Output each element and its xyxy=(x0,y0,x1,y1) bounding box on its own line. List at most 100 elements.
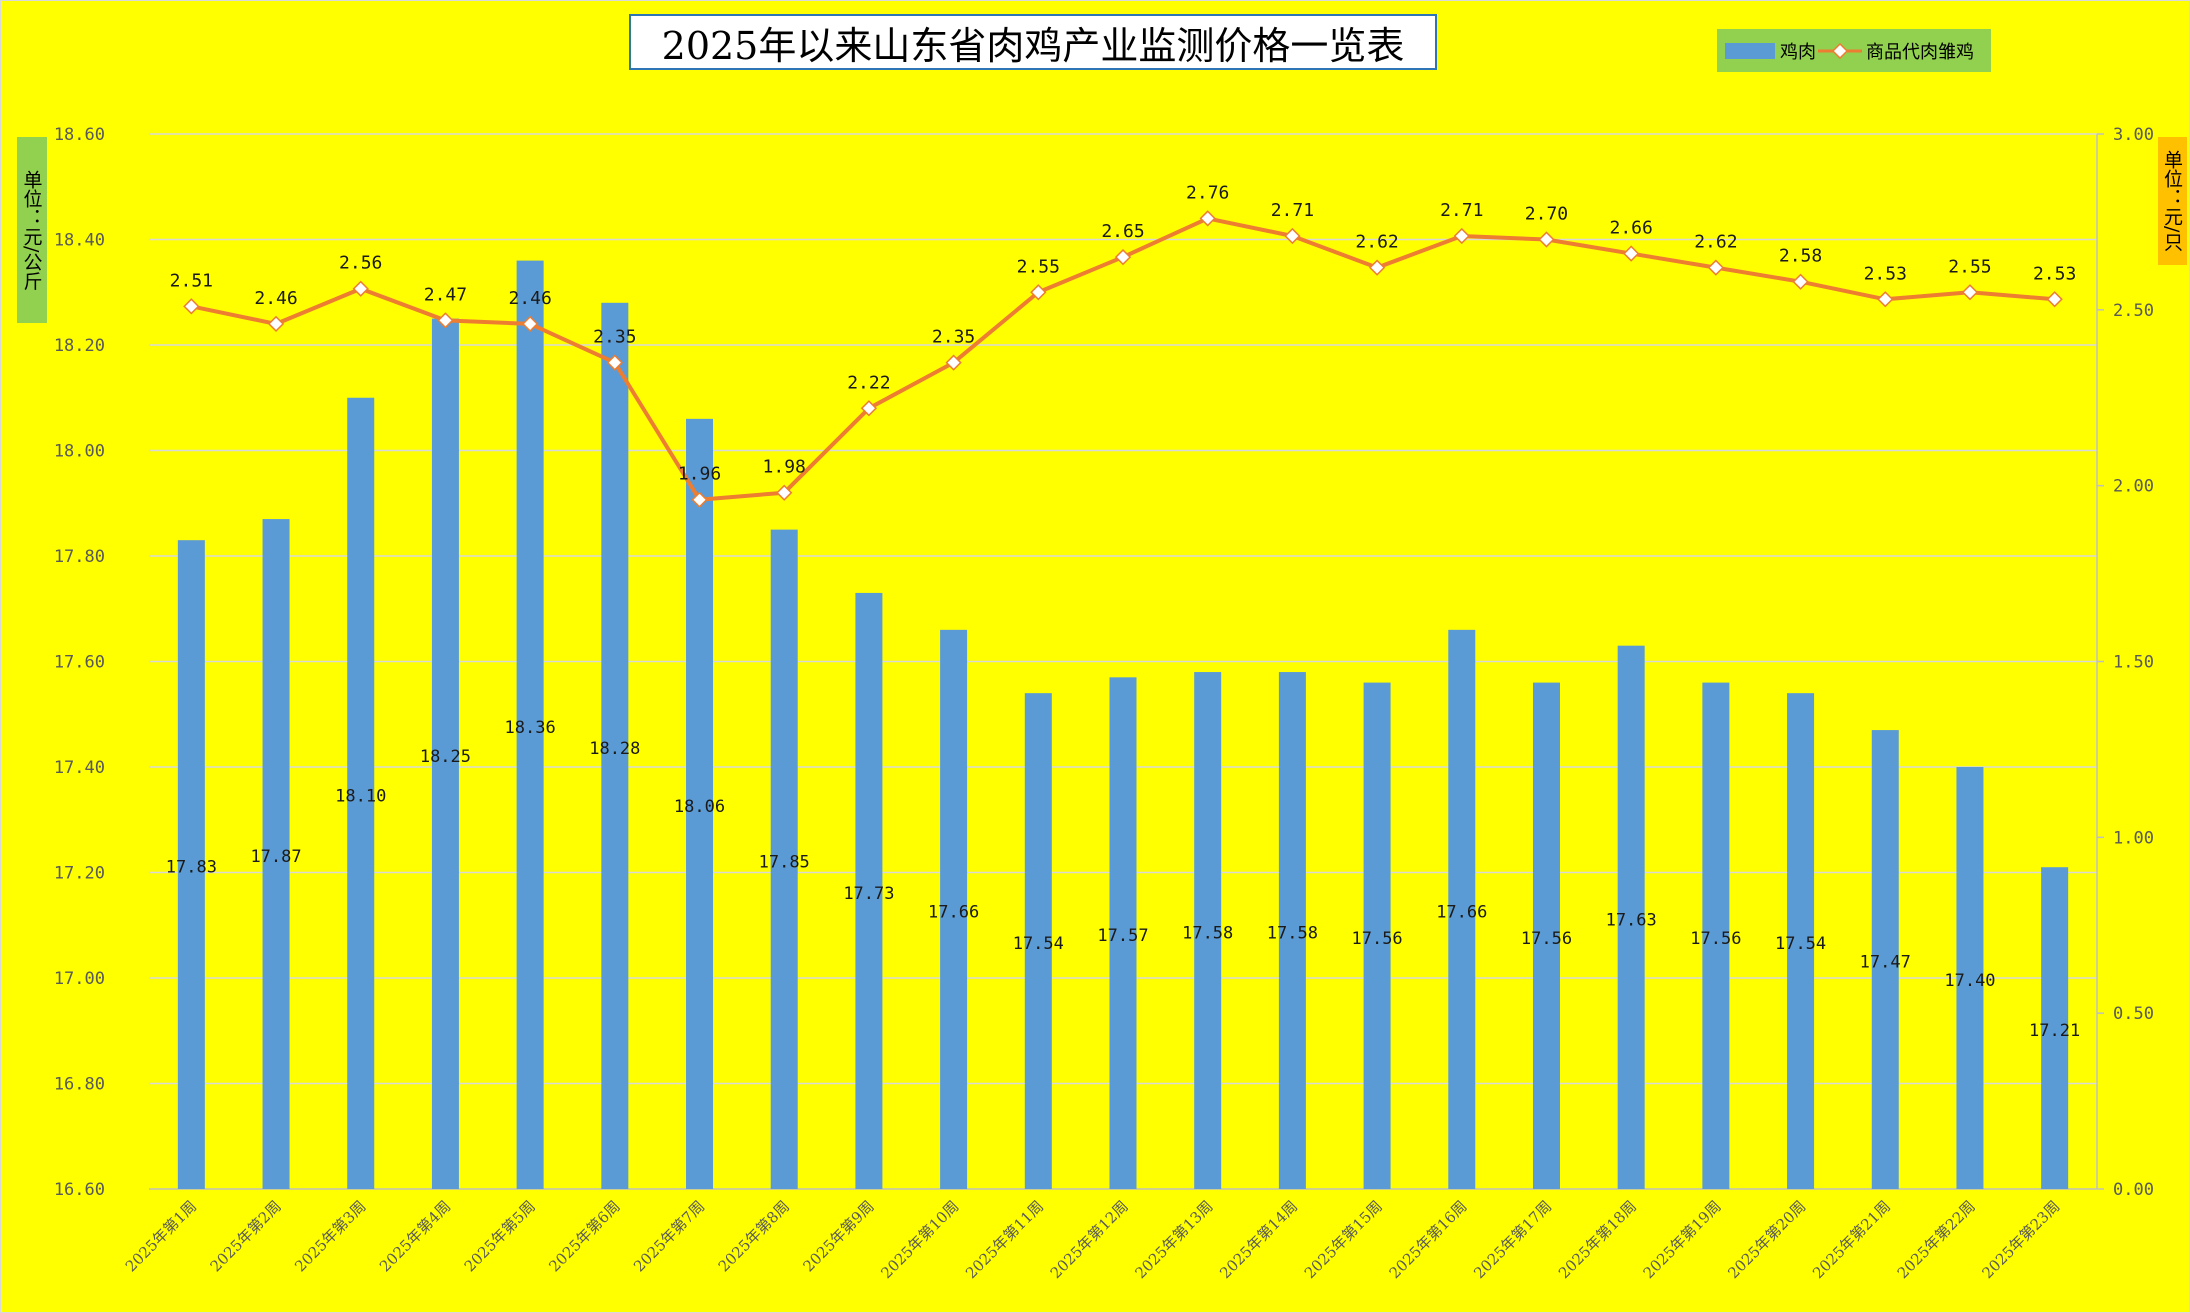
chart-title: 2025年以来山东省肉鸡产业监测价格一览表 xyxy=(629,14,1437,70)
line-marker xyxy=(1961,284,1979,301)
bar-data-label: 18.28 xyxy=(589,739,640,759)
line-data-label: 2.35 xyxy=(932,327,975,348)
line-data-label: 2.65 xyxy=(1101,221,1144,242)
left-axis-unit-box: 单位：元/公斤 xyxy=(17,137,47,323)
bar xyxy=(1787,693,1815,1189)
x-tick-label: 2025年第2周 xyxy=(207,1197,285,1275)
legend-line-label: 商品代肉雏鸡 xyxy=(1866,41,1974,63)
line-data-label: 2.47 xyxy=(424,284,467,305)
x-tick-label: 2025年第23周 xyxy=(1978,1197,2063,1282)
x-tick-label: 2025年第15周 xyxy=(1301,1197,1386,1282)
line-data-label: 2.55 xyxy=(1948,256,1991,277)
legend-line-swatch xyxy=(1818,42,1862,59)
x-tick-label: 2025年第4周 xyxy=(376,1197,454,1275)
line-marker xyxy=(606,354,623,371)
bar-data-label: 17.56 xyxy=(1690,929,1741,949)
left-tick-label: 16.60 xyxy=(54,1180,105,1200)
bar xyxy=(1448,629,1476,1189)
left-tick-label: 17.00 xyxy=(54,969,105,989)
bar-data-label: 17.66 xyxy=(928,902,979,922)
bar-data-label: 17.85 xyxy=(759,852,810,872)
bar xyxy=(2041,867,2069,1189)
bar xyxy=(1194,672,1222,1189)
line-data-label: 2.62 xyxy=(1694,232,1737,253)
line-data-label: 2.53 xyxy=(1864,263,1907,284)
bar xyxy=(516,260,544,1190)
legend-bar-swatch xyxy=(1725,42,1775,59)
x-tick-label: 2025年第10周 xyxy=(877,1197,962,1282)
line-marker xyxy=(2046,291,2063,308)
line-data-label: 2.66 xyxy=(1609,218,1652,239)
left-tick-label: 18.20 xyxy=(54,336,105,356)
right-tick-label: 1.00 xyxy=(2113,828,2154,848)
right-tick-label: 2.00 xyxy=(2113,477,2154,497)
line-data-label: 2.46 xyxy=(508,288,551,309)
bar xyxy=(1278,672,1306,1189)
bar-data-label: 17.54 xyxy=(1775,934,1826,954)
bar-data-label: 18.36 xyxy=(505,718,556,738)
line-marker xyxy=(1538,231,1555,248)
line-marker xyxy=(1877,291,1894,308)
bar-data-label: 17.40 xyxy=(1944,971,1995,991)
bar-data-label: 17.58 xyxy=(1267,924,1318,944)
bar xyxy=(347,397,375,1189)
left-tick-label: 17.20 xyxy=(54,864,105,884)
bar xyxy=(431,318,459,1189)
line-data-label: 2.56 xyxy=(339,253,382,274)
bar-data-label: 17.83 xyxy=(166,858,217,878)
line-marker xyxy=(1114,248,1132,266)
gridlines xyxy=(149,133,2097,1085)
x-tick-label: 2025年第22周 xyxy=(1894,1197,1979,1282)
bar xyxy=(1956,767,1984,1189)
x-tick-label: 2025年第11周 xyxy=(962,1197,1047,1282)
bar-data-labels: 17.83 17.87 18.10 18.25 18.36 18.28 18.06 17.85… xyxy=(166,718,2080,1041)
line-marker xyxy=(352,280,369,297)
bar-data-label: 17.47 xyxy=(1860,953,1911,973)
bar xyxy=(1363,682,1391,1189)
x-tick-label: 2025年第12周 xyxy=(1047,1197,1132,1282)
left-axis-ticks: 16.60 16.80 17.00 17.20 17.40 17.60 17.80 18.00… xyxy=(54,125,105,1200)
bar xyxy=(262,519,290,1189)
x-tick-label: 2025年第9周 xyxy=(799,1197,877,1275)
right-tick-label: 3.00 xyxy=(2113,125,2154,145)
bar-data-label: 18.06 xyxy=(674,797,725,817)
x-tick-label: 2025年第20周 xyxy=(1724,1197,1809,1282)
line-marker xyxy=(1284,227,1301,245)
bar xyxy=(1871,730,1899,1189)
left-tick-label: 17.60 xyxy=(54,653,105,673)
line-marker xyxy=(183,298,200,315)
line-data-label: 2.35 xyxy=(593,327,636,348)
bar xyxy=(1532,682,1560,1189)
line-data-label: 2.58 xyxy=(1779,246,1822,267)
line-data-label: 2.62 xyxy=(1355,232,1398,253)
bar xyxy=(177,540,205,1189)
x-tick-label: 2025年第14周 xyxy=(1216,1197,1301,1282)
x-axis-labels: 2025年第1周 2025年第2周 2025年第3周 2025年第4周 2025年第5周… xyxy=(122,1197,2064,1282)
x-tick-label: 2025年第1周 xyxy=(122,1197,200,1275)
bar xyxy=(1702,682,1730,1189)
line-data-labels: 2.51 2.46 2.56 2.47 2.46 2.35 1.96 1.98 2.22 2.35… xyxy=(170,182,2077,484)
bar-data-label: 17.56 xyxy=(1521,929,1572,949)
left-tick-label: 18.60 xyxy=(54,125,105,145)
line-marker xyxy=(1030,284,1047,301)
bar-data-label: 17.63 xyxy=(1606,910,1657,930)
bar xyxy=(940,629,968,1189)
line-marker xyxy=(267,315,285,333)
bar xyxy=(601,302,629,1189)
line-marker xyxy=(1453,227,1470,245)
left-tick-label: 17.80 xyxy=(54,547,105,567)
x-tick-label: 2025年第3周 xyxy=(291,1197,369,1275)
line-marker xyxy=(1199,210,1216,227)
bar-data-label: 17.21 xyxy=(2029,1021,2080,1041)
legend-item-line: 商品代肉雏鸡 xyxy=(1816,38,1974,64)
x-tick-label: 2025年第5周 xyxy=(461,1197,539,1275)
line-marker xyxy=(437,312,454,329)
bar-data-label: 17.73 xyxy=(843,884,894,904)
right-tick-label: 0.00 xyxy=(2113,1180,2154,1200)
legend-bar-label: 鸡肉 xyxy=(1780,41,1816,63)
line-data-label: 2.53 xyxy=(2033,263,2076,284)
left-tick-label: 16.80 xyxy=(54,1075,105,1095)
bar xyxy=(686,418,714,1190)
